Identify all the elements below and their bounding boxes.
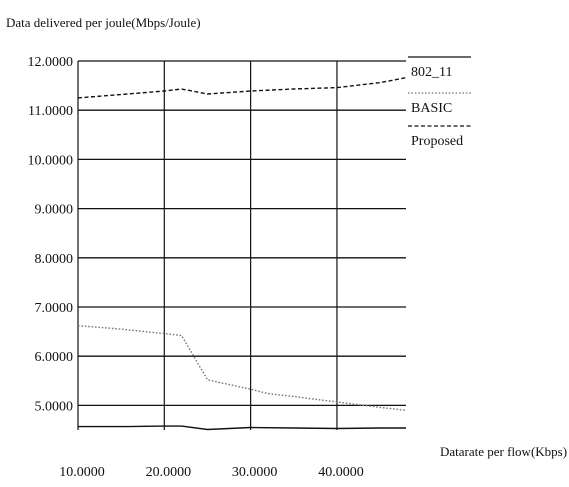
grid	[77, 60, 406, 430]
y-tick-label: 6.0000	[35, 350, 74, 365]
legend-label: Proposed	[411, 134, 463, 149]
y-tick-label: 8.0000	[35, 252, 74, 267]
y-tick-label: 11.0000	[28, 104, 73, 119]
series-line-basic	[77, 325, 407, 411]
legend: 802_11 BASIC Proposed	[408, 56, 471, 149]
y-tick-label: 7.0000	[35, 301, 74, 316]
x-tick-label: 10.0000	[59, 465, 105, 480]
x-axis-label: Datarate per flow(Kbps)	[440, 444, 567, 459]
series-line-proposed	[77, 77, 407, 99]
y-tick-label: 10.0000	[28, 153, 74, 168]
x-tick-label: 30.0000	[232, 465, 278, 480]
y-tick-label: 12.0000	[28, 55, 74, 70]
y-tick-label: 9.0000	[35, 203, 74, 218]
y-tick-labels: 12.0000 11.0000 10.0000 9.0000 8.0000 7.0000 6…	[28, 55, 74, 414]
y-tick-label: 5.0000	[35, 399, 74, 414]
y-axis-label: Data delivered per joule(Mbps/Joule)	[6, 15, 201, 30]
x-tick-label: 40.0000	[318, 465, 364, 480]
series-line-802-11	[78, 425, 406, 431]
x-tick-label: 20.0000	[146, 465, 192, 480]
x-tick-labels: 10.0000 20.0000 30.0000 40.0000	[59, 465, 363, 480]
series-lines	[77, 77, 407, 431]
legend-label: 802_11	[411, 65, 452, 80]
legend-label: BASIC	[411, 101, 452, 116]
